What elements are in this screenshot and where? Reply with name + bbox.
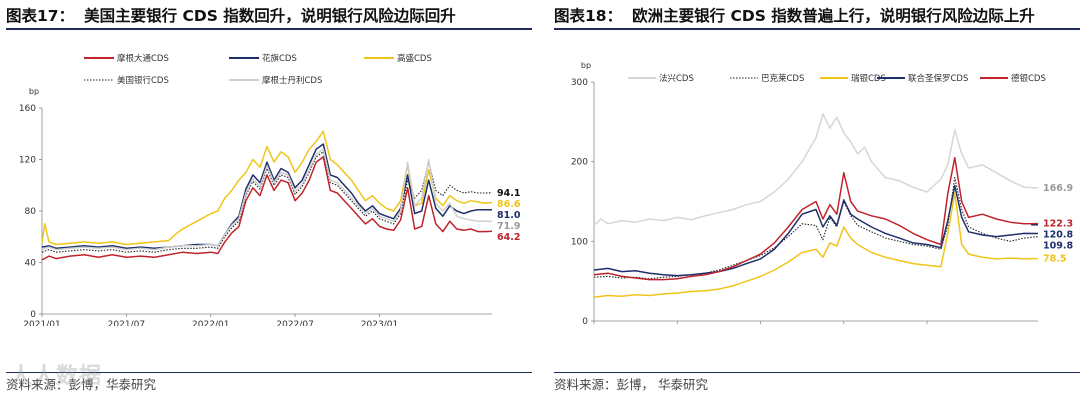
source-left: 资料来源：彭博，华泰研究: [6, 372, 532, 397]
series-line-瑞银CDS: [593, 192, 1039, 298]
y-tick-label: 120: [19, 156, 36, 166]
y-tick-label: 100: [571, 237, 588, 247]
x-tick-label: 2021/07: [108, 320, 145, 326]
legend-label: 联合圣保罗CDS: [908, 73, 968, 84]
end-value-label: 166.9: [1043, 183, 1073, 194]
chart-title-right: 图表18： 欧洲主要银行 CDS 指数普遍上行，说明银行风险边际上升: [554, 4, 1080, 30]
legend-label: 高盛CDS: [397, 53, 432, 64]
x-tick-label: 2022/01: [192, 320, 229, 326]
end-value-label: 109.8: [1043, 241, 1073, 252]
figure-number-right: 图表18：: [554, 7, 623, 25]
left-panel: 图表17： 美国主要银行 CDS 指数回升，说明银行风险边际回升 bp 0 40 80 1…: [4, 0, 536, 401]
y-tick-label: 200: [571, 158, 588, 168]
chart-right: bp01002003002021/012021/072022/012022/07…: [571, 61, 1074, 326]
legend-label: 巴克莱CDS: [761, 73, 804, 84]
y-axis-label-left: bp: [29, 87, 39, 96]
chart-left: bp 0 40 80 120 160 2021/01 2021/07 2022/01 2022/0…: [19, 53, 521, 326]
series-line-法兴CDS: [593, 113, 1039, 226]
series-line-巴克莱CDS: [593, 177, 1039, 280]
series-line-高盛CDS: [41, 130, 493, 246]
end-value-label: 78.5: [1043, 253, 1066, 264]
legend-label: 摩根大通CDS: [117, 53, 169, 64]
x-tick-label: 2023/01: [361, 320, 398, 326]
y-tick-label: 0: [30, 310, 36, 320]
y-tick-label: 80: [25, 207, 37, 217]
y-axis-label-right: bp: [581, 61, 591, 70]
legend-label: 瑞银CDS: [851, 73, 886, 84]
x-tick-label: 2021/01: [23, 320, 60, 326]
legend-label: 法兴CDS: [659, 73, 694, 84]
series-line-联合圣保罗CDS: [593, 184, 1039, 277]
legend-label: 花旗CDS: [262, 53, 297, 64]
end-value-label: 64.2: [497, 232, 520, 243]
source-right: 资料来源：彭博， 华泰研究: [554, 372, 1080, 397]
end-value-label: 71.9: [497, 221, 520, 232]
end-value-label: 120.8: [1043, 230, 1073, 241]
end-value-label: 94.1: [497, 188, 520, 199]
y-tick-label: 160: [19, 104, 36, 114]
y-tick-label: 300: [571, 78, 588, 88]
y-tick-label: 40: [25, 259, 37, 269]
x-tick-label: 2022/07: [276, 320, 313, 326]
series-line-摩根大通CDS: [41, 156, 493, 261]
chart-title-left: 图表17： 美国主要银行 CDS 指数回升，说明银行风险边际回升: [6, 4, 532, 30]
figure-number-left: 图表17：: [6, 7, 75, 25]
end-value-label: 86.6: [497, 199, 521, 210]
series-line-摩根士丹利CDS: [41, 148, 493, 251]
legend-label: 德银CDS: [1011, 73, 1046, 84]
legend-label: 美国银行CDS: [117, 75, 169, 86]
right-panel: 图表18： 欧洲主要银行 CDS 指数普遍上行，说明银行风险边际上升 bp 0 100…: [552, 0, 1080, 401]
figure-title-left: 美国主要银行 CDS 指数回升，说明银行风险边际回升: [84, 7, 456, 25]
y-tick-label: 0: [582, 317, 588, 326]
legend-label: 摩根士丹利CDS: [262, 75, 322, 86]
series-line-德银CDS: [593, 156, 1039, 281]
series-line-花旗CDS: [41, 143, 492, 250]
figure-title-right: 欧洲主要银行 CDS 指数普遍上行，说明银行风险边际上升: [632, 7, 1035, 25]
end-value-label: 81.0: [497, 210, 521, 221]
end-value-label: 122.3: [1043, 219, 1073, 230]
